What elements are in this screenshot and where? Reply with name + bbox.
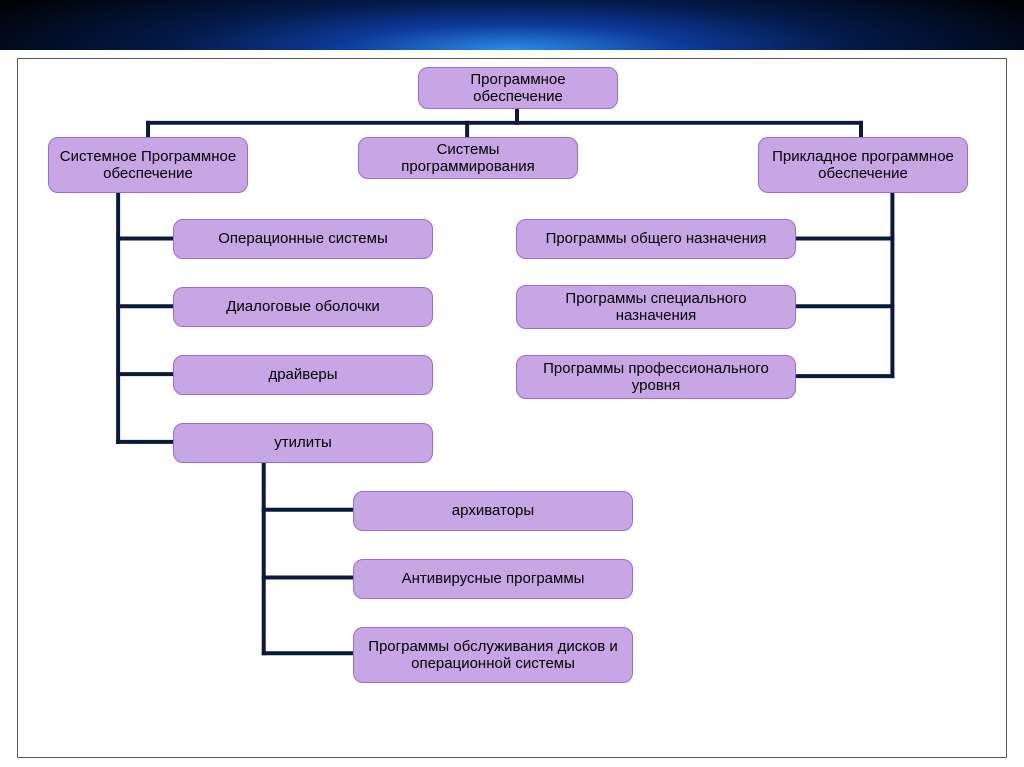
node-sys: Системное Программное обеспечение	[48, 137, 248, 193]
diagram-canvas: Программное обеспечение Системное Програм…	[17, 58, 1007, 758]
node-root: Программное обеспечение	[418, 67, 618, 109]
node-app: Прикладное программное обеспечение	[758, 137, 968, 193]
node-prof: Программы профессионального уровня	[516, 355, 796, 399]
node-prog: Системы программирования	[358, 137, 578, 179]
node-dsk: Программы обслуживания дисков и операцио…	[353, 627, 633, 683]
node-gen: Программы общего назначения	[516, 219, 796, 259]
node-spec: Программы специального назначения	[516, 285, 796, 329]
node-drv: драйверы	[173, 355, 433, 395]
node-shell: Диалоговые оболочки	[173, 287, 433, 327]
header-banner	[0, 0, 1024, 50]
node-os: Операционные системы	[173, 219, 433, 259]
node-arch: архиваторы	[353, 491, 633, 531]
node-util: утилиты	[173, 423, 433, 463]
node-antiv: Антивирусные программы	[353, 559, 633, 599]
